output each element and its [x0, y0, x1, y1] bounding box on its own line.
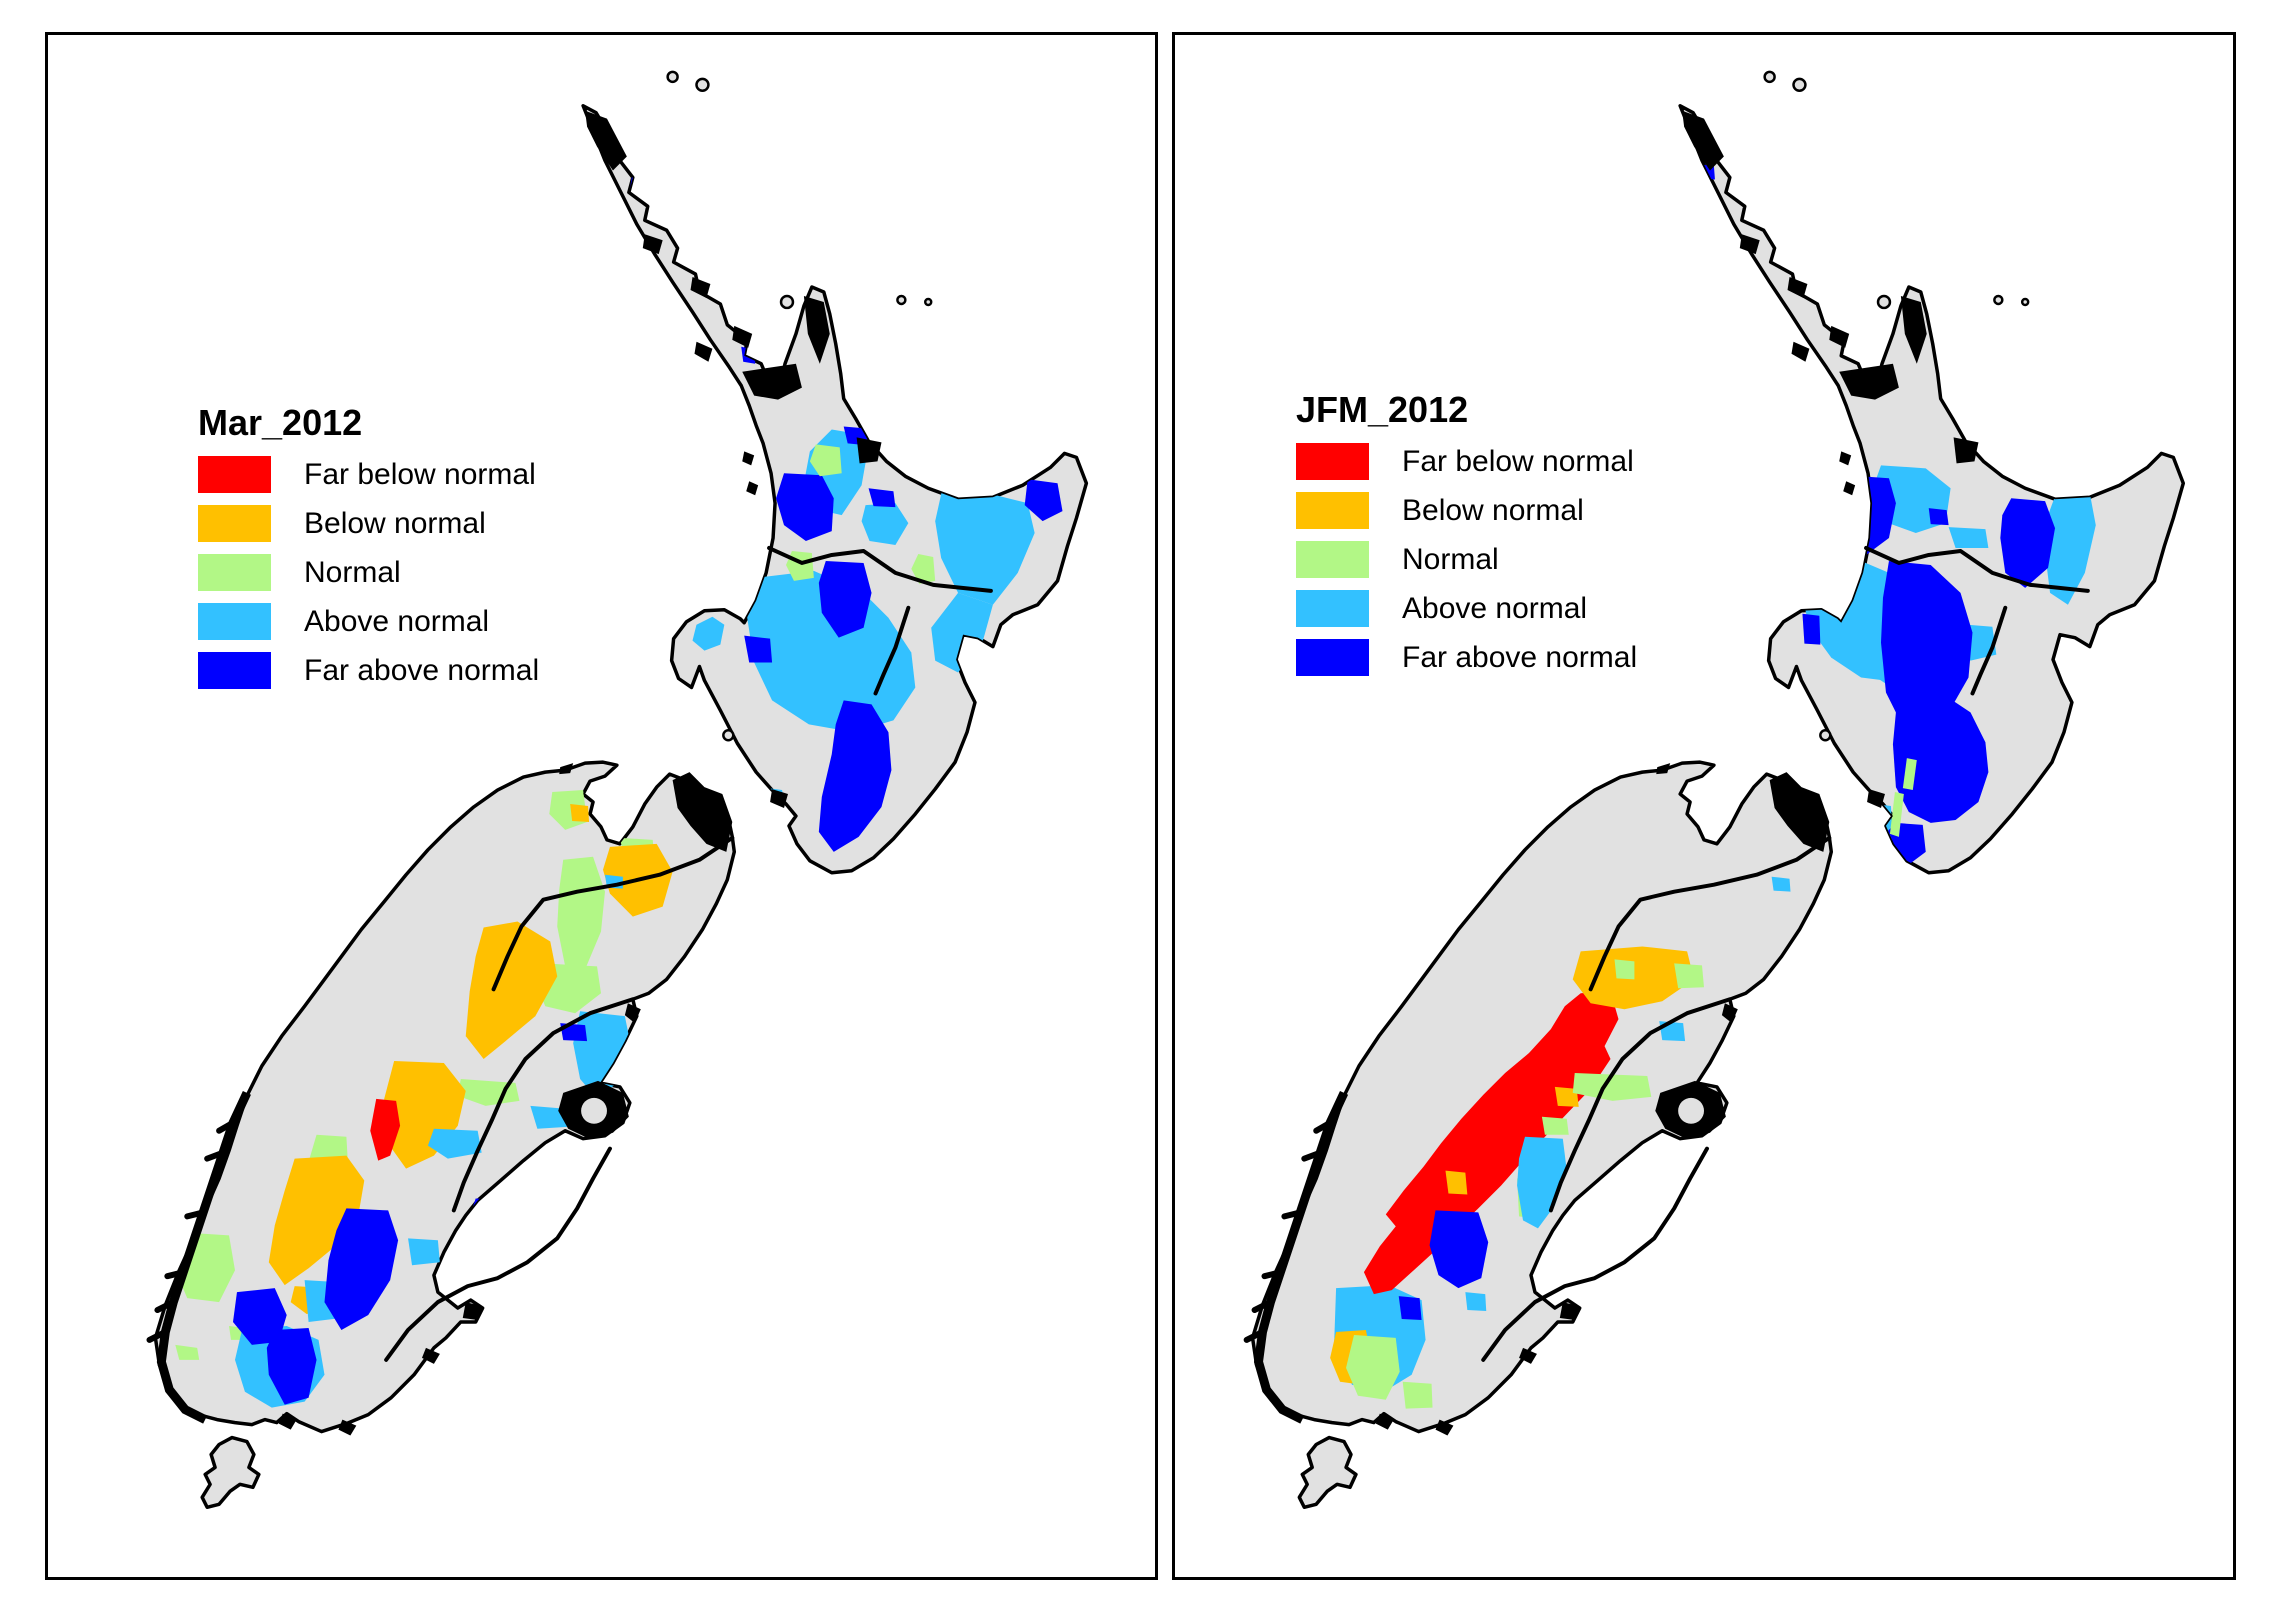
- legend-mar-2012: Mar_2012 Far below normal Below normal N…: [198, 402, 539, 695]
- legend-row: Below normal: [1296, 486, 1637, 535]
- legend-row: Far above normal: [198, 646, 539, 695]
- legend-swatch-above: [198, 603, 271, 640]
- legend-swatch-above: [1296, 590, 1369, 627]
- legend-swatch-below: [198, 505, 271, 542]
- legend-label: Below normal: [304, 506, 486, 540]
- legend-row: Far below normal: [198, 450, 539, 499]
- legend-swatch-normal: [1296, 541, 1369, 578]
- map-canvas-jfm-2012: [1175, 35, 2233, 1577]
- legend-title: JFM_2012: [1296, 389, 1469, 430]
- legend-label: Normal: [1402, 542, 1499, 576]
- map-panel-mar-2012: Mar_2012 Far below normal Below normal N…: [45, 32, 1158, 1580]
- legend-label: Far below normal: [304, 457, 536, 491]
- map-canvas-mar-2012: [48, 35, 1155, 1577]
- legend-row: Far below normal: [1296, 437, 1637, 486]
- legend-swatch-far-above: [198, 652, 271, 689]
- legend-label: Above normal: [304, 604, 490, 638]
- legend-row: Normal: [198, 548, 539, 597]
- legend-label: Normal: [304, 555, 401, 589]
- legend-title: Mar_2012: [198, 402, 363, 443]
- legend-label: Above normal: [1402, 591, 1588, 625]
- legend-label: Far below normal: [1402, 444, 1634, 478]
- legend-row: Far above normal: [1296, 633, 1637, 682]
- legend-label: Far above normal: [1402, 640, 1638, 674]
- legend-label: Below normal: [1402, 493, 1584, 527]
- legend-jfm-2012: JFM_2012 Far below normal Below normal N…: [1296, 389, 1637, 682]
- legend-row: Above normal: [198, 597, 539, 646]
- legend-swatch-normal: [198, 554, 271, 591]
- map-panel-jfm-2012: JFM_2012 Far below normal Below normal N…: [1172, 32, 2236, 1580]
- legend-row: Normal: [1296, 535, 1637, 584]
- legend-row: Above normal: [1296, 584, 1637, 633]
- legend-swatch-far-below: [1296, 443, 1369, 480]
- legend-swatch-far-above: [1296, 639, 1369, 676]
- legend-label: Far above normal: [304, 653, 540, 687]
- legend-swatch-below: [1296, 492, 1369, 529]
- legend-row: Below normal: [198, 499, 539, 548]
- legend-swatch-far-below: [198, 456, 271, 493]
